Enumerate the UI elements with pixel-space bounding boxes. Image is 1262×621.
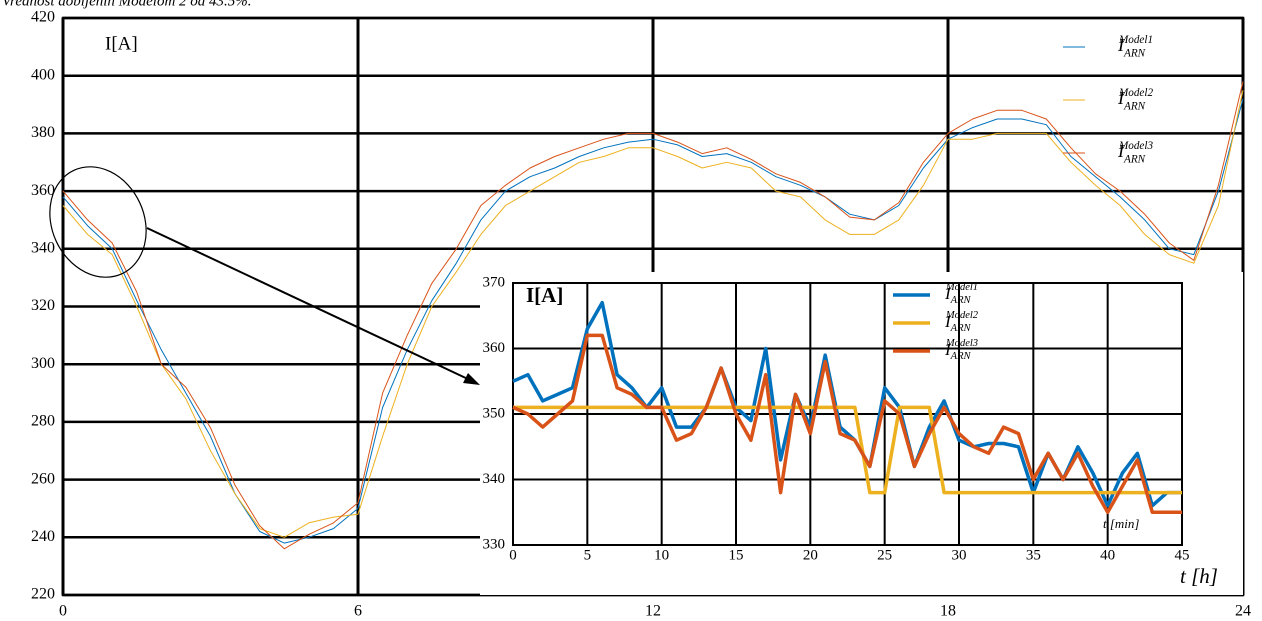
x-tick-label: 30 bbox=[952, 547, 967, 563]
x-tick-label: 20 bbox=[803, 547, 818, 563]
legend-symbol: I bbox=[944, 312, 952, 331]
zoom-arrowhead bbox=[463, 373, 480, 385]
x-tick-label: 24 bbox=[1235, 603, 1251, 620]
y-tick-label: 280 bbox=[31, 413, 55, 430]
legend-superscript: Model2 bbox=[1118, 86, 1154, 98]
legend-label: IARN Model1 bbox=[1117, 33, 1153, 59]
legend-subscript: ARN bbox=[950, 295, 972, 306]
y-axis-label: I[A] bbox=[526, 283, 563, 307]
x-axis-label: t [h] bbox=[1180, 564, 1218, 588]
series-line bbox=[62, 89, 1244, 538]
series-line bbox=[62, 81, 1244, 550]
y-tick-label: 360 bbox=[31, 182, 55, 199]
legend-subscript: ARN bbox=[1123, 153, 1146, 165]
x-tick-label: 0 bbox=[509, 547, 517, 563]
legend-symbol: I bbox=[1117, 88, 1125, 108]
legend-symbol: I bbox=[1117, 35, 1125, 55]
y-tick-label: 380 bbox=[31, 124, 55, 141]
y-tick-label: 220 bbox=[31, 586, 55, 603]
y-tick-label: 300 bbox=[31, 355, 55, 372]
y-tick-label: 420 bbox=[31, 9, 55, 26]
legend-label: IARNModel2 bbox=[944, 311, 979, 335]
x-tick-label: 25 bbox=[877, 547, 892, 563]
legend-superscript: Model1 bbox=[945, 283, 978, 294]
caption-fragment: Vrednost dobijenih Modelom 2 od 43.5%. bbox=[2, 0, 252, 9]
legend-subscript: ARN bbox=[950, 351, 972, 362]
y-tick-label: 340 bbox=[31, 239, 55, 256]
legend-label: IARNModel1 bbox=[944, 283, 978, 307]
zoom-arrow bbox=[146, 227, 471, 381]
x-tick-label: 45 bbox=[1175, 547, 1190, 563]
y-tick-label: 330 bbox=[483, 536, 506, 552]
legend-subscript: ARN bbox=[950, 323, 972, 334]
overlay-labels: I[A] t [h] bbox=[105, 33, 1218, 587]
legend-superscript: Model3 bbox=[1118, 139, 1154, 151]
y-tick-label: 260 bbox=[31, 470, 55, 487]
series-line bbox=[62, 98, 1244, 544]
x-tick-label: 6 bbox=[354, 603, 362, 620]
legend-subscript: ARN bbox=[1123, 100, 1146, 112]
y-tick-label: 350 bbox=[483, 405, 506, 421]
x-tick-label: 10 bbox=[654, 547, 669, 563]
x-tick-label: 12 bbox=[645, 603, 661, 620]
legend-superscript: Model2 bbox=[945, 311, 979, 322]
y-tick-label: 360 bbox=[483, 340, 506, 356]
y-tick-label: 240 bbox=[31, 528, 55, 545]
legend-label: IARNModel3 bbox=[944, 339, 978, 363]
y-tick-label: 400 bbox=[31, 66, 55, 83]
series-line bbox=[513, 405, 1182, 495]
x-tick-label: 18 bbox=[940, 603, 956, 620]
y-tick-label: 340 bbox=[483, 471, 506, 487]
highlight-ellipse bbox=[49, 166, 147, 278]
plot-frame bbox=[512, 282, 1183, 546]
x-tick-label: 5 bbox=[584, 547, 592, 563]
y-tick-label: 370 bbox=[483, 274, 506, 290]
legend-superscript: Model1 bbox=[1118, 33, 1153, 45]
series-line bbox=[512, 333, 1182, 515]
y-tick-label: 320 bbox=[31, 297, 55, 314]
legend-label: IARN Model3 bbox=[1117, 139, 1153, 165]
x-tick-label: 40 bbox=[1100, 547, 1115, 563]
y-axis-label: I[A] bbox=[105, 33, 138, 54]
inset-background bbox=[480, 272, 1243, 595]
legend-symbol: I bbox=[944, 284, 952, 303]
legend-symbol: I bbox=[1117, 141, 1125, 161]
x-tick-label: 15 bbox=[729, 547, 744, 563]
legend-label: IARN Model2 bbox=[1117, 86, 1153, 112]
legend-symbol: I bbox=[944, 340, 952, 359]
legend-subscript: ARN bbox=[1123, 47, 1146, 59]
x-tick-label: 35 bbox=[1026, 547, 1041, 563]
x-tick-label: 0 bbox=[59, 603, 67, 620]
legend-superscript: Model3 bbox=[945, 339, 978, 350]
x-axis-label: t [min] bbox=[1103, 516, 1139, 531]
